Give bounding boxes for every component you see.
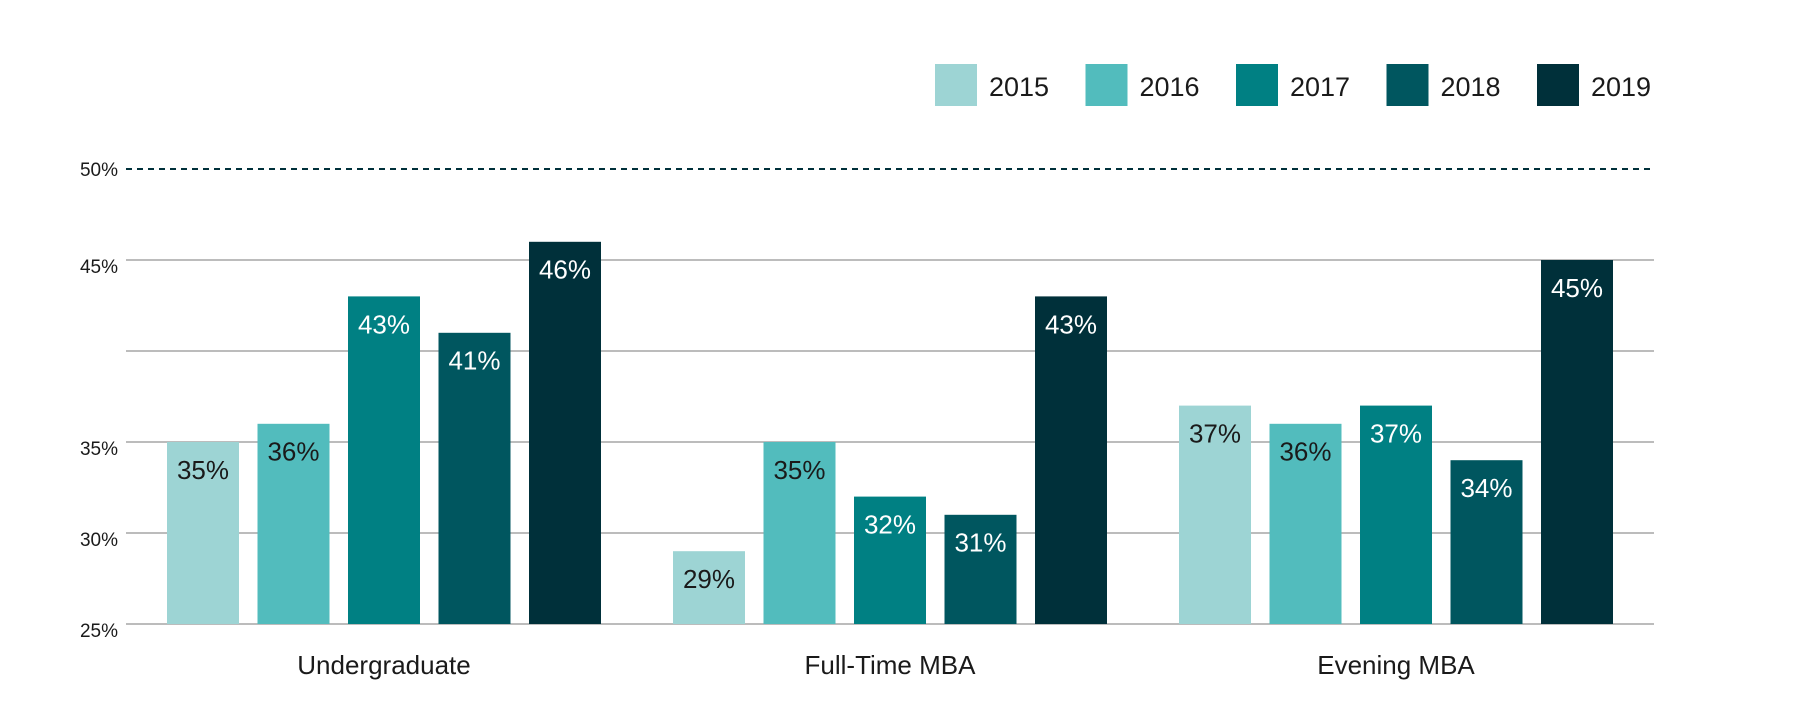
bar <box>438 332 511 624</box>
x-tick-label: Evening MBA <box>1317 650 1475 680</box>
value-label: 32% <box>864 509 916 539</box>
legend-swatch <box>1236 64 1278 106</box>
value-label: 31% <box>954 528 1006 558</box>
value-label: 35% <box>177 455 229 485</box>
bar <box>1450 460 1523 624</box>
value-label: 43% <box>1045 309 1097 339</box>
legend-swatch <box>935 64 977 106</box>
value-label: 36% <box>1279 437 1331 467</box>
bar <box>1179 405 1251 624</box>
value-label: 43% <box>358 309 410 339</box>
y-tick-label: 30% <box>80 530 118 551</box>
bar <box>763 442 836 624</box>
bar <box>257 423 330 624</box>
bar <box>1360 405 1432 624</box>
bar <box>529 241 601 625</box>
legend-swatch <box>1085 64 1128 106</box>
value-label: 37% <box>1370 418 1422 448</box>
value-label: 34% <box>1460 473 1512 503</box>
legend-swatch <box>1386 64 1429 106</box>
y-tick-label: 45% <box>80 257 118 278</box>
bar <box>348 296 420 624</box>
legend-label: 2019 <box>1591 72 1651 102</box>
bar <box>1035 296 1107 624</box>
bar <box>1541 260 1613 624</box>
x-tick-label: Undergraduate <box>297 650 470 680</box>
value-label: 45% <box>1551 273 1603 303</box>
bar <box>854 496 926 624</box>
value-label: 29% <box>683 564 735 594</box>
value-label: 35% <box>773 455 825 485</box>
value-label: 46% <box>539 255 591 285</box>
bar <box>167 442 239 624</box>
value-label: 41% <box>448 346 500 376</box>
legend-label: 2016 <box>1140 72 1200 102</box>
legend-label: 2018 <box>1441 72 1501 102</box>
y-tick-label: 50% <box>80 160 118 181</box>
y-tick-label: 35% <box>80 439 118 460</box>
x-tick-label: Full-Time MBA <box>805 650 977 680</box>
bar <box>673 551 745 624</box>
bar <box>1269 423 1342 624</box>
value-label: 37% <box>1189 418 1241 448</box>
legend-swatch <box>1537 64 1579 106</box>
legend-label: 2017 <box>1290 72 1350 102</box>
value-label: 36% <box>267 437 319 467</box>
y-tick-label: 25% <box>80 621 118 642</box>
bar <box>944 514 1017 624</box>
legend-label: 2015 <box>989 72 1049 102</box>
